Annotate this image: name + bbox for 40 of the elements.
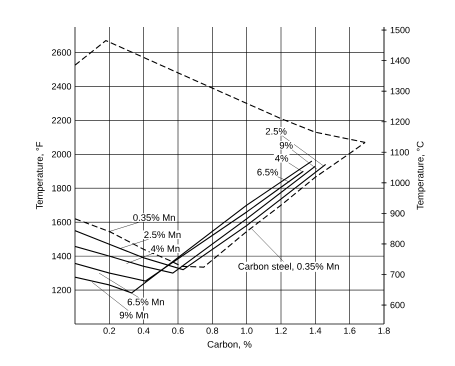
y2-tick-label: 1100 xyxy=(390,149,409,156)
x-tick-label: 0.2 xyxy=(103,328,116,334)
y-tick-label: 2400 xyxy=(52,83,72,90)
x-tick-label: 0.8 xyxy=(206,328,218,334)
y2-tick-label: 1200 xyxy=(390,118,410,125)
x-axis-title: Carbon, % xyxy=(208,340,252,349)
y2-tick-label: 900 xyxy=(390,210,405,217)
y2-tick-label: 600 xyxy=(390,302,405,308)
x-tick-label: 0.4 xyxy=(138,328,150,334)
annotation: Carbon steel, 0.35% Mn xyxy=(238,262,339,271)
y2-tick-label: 700 xyxy=(390,271,405,278)
x-tick-label: 0.6 xyxy=(172,328,184,334)
x-tick-label: 1.6 xyxy=(344,328,356,334)
annotation: 2.5% xyxy=(266,128,287,135)
x-tick-label: 1.8 xyxy=(378,328,390,334)
x-tick-label: 1.4 xyxy=(310,328,322,334)
y-tick-label: 1200 xyxy=(52,286,72,294)
y2-tick-label: 1500 xyxy=(390,26,410,34)
y-tick-label: 1600 xyxy=(52,218,72,226)
annotation: 6.5% xyxy=(257,168,278,176)
x-tick-label: 1.0 xyxy=(241,328,253,334)
annotation: 4% xyxy=(275,154,288,162)
y-tick-label: 2000 xyxy=(52,151,72,158)
annotation: 4% Mn xyxy=(150,245,180,252)
x-tick-label: 1.2 xyxy=(275,328,287,334)
y2-axis-title: Temperature, °C xyxy=(416,141,426,210)
annotation: 6.5% Mn xyxy=(128,298,164,306)
y2-tick-label: 1400 xyxy=(390,57,410,64)
y-tick-label: 2600 xyxy=(52,49,72,56)
y2-tick-label: 1300 xyxy=(390,88,410,94)
annotation: 9% xyxy=(280,142,293,149)
y-axis-title: Temperature, °F xyxy=(36,142,45,210)
y-tick-label: 2200 xyxy=(52,117,72,124)
y2-tick-label: 1000 xyxy=(390,180,410,186)
annotation: 0.35% Mn xyxy=(133,214,175,221)
annotation: 2.5% Mn xyxy=(144,231,181,238)
annotation: 9% Mn xyxy=(120,312,148,318)
y2-tick-label: 800 xyxy=(390,240,405,248)
y-tick-label: 1800 xyxy=(52,185,72,192)
y-tick-label: 1400 xyxy=(52,252,72,260)
